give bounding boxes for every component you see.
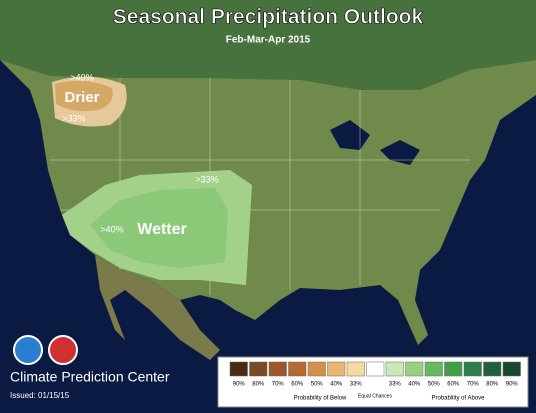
legend-swatch: [424, 361, 443, 377]
canada: [0, 0, 536, 90]
mexico: [95, 255, 220, 360]
legend-swatch: [288, 361, 307, 377]
legend-swatch: [483, 361, 502, 377]
wetter-inner-label: >40%: [100, 224, 123, 234]
legend-swatch: [268, 361, 287, 377]
agency: Climate Prediction Center: [10, 369, 170, 385]
legend-label: 90%: [506, 382, 519, 388]
legend-swatch: [405, 361, 424, 377]
subtitle: Feb-Mar-Apr 2015: [226, 35, 311, 46]
legend-label: 80%: [486, 382, 499, 388]
legend-swatch: [229, 361, 248, 377]
legend-label: 40%: [408, 382, 421, 388]
great-lakes: [330, 120, 420, 165]
legend-swatch: [463, 361, 482, 377]
equal-label: Equal Chances: [358, 393, 392, 399]
legend-swatch: [444, 361, 463, 377]
legend-label: 50%: [428, 382, 441, 388]
legend-swatch: [366, 361, 385, 377]
legend-label: 70%: [272, 382, 285, 388]
legend-label: 33%: [350, 382, 363, 388]
above-label: Probability of Above: [431, 396, 485, 402]
nws-logo: [48, 335, 78, 365]
legend-label: 60%: [447, 382, 460, 388]
legend-swatch: [327, 361, 346, 377]
legend-swatch: [385, 361, 404, 377]
legend-label: 33%: [389, 382, 402, 388]
drier-label: Drier: [64, 89, 99, 106]
wetter-label: Wetter: [137, 221, 187, 238]
legend-label: 40%: [330, 382, 343, 388]
title: Seasonal Precipitation Outlook: [113, 6, 424, 29]
legend-label: 60%: [291, 382, 304, 388]
legend-swatch: [249, 361, 268, 377]
legend-label: 50%: [311, 382, 324, 388]
drier-inner-label: >40%: [70, 72, 93, 82]
below-label: Probability of Below: [294, 396, 347, 402]
noaa-logo: [13, 335, 43, 365]
wetter-outer-label: >33%: [195, 174, 218, 184]
wetter-inner: [90, 188, 228, 268]
legend-swatch: [346, 361, 365, 377]
legend-label: 70%: [467, 382, 480, 388]
legend-label: 80%: [252, 382, 265, 388]
legend-swatch: [502, 361, 521, 377]
drier-inner: [55, 80, 113, 112]
issued: Issued: 01/15/15: [10, 391, 70, 400]
drier-outer-label: >33%: [62, 113, 85, 123]
legend-label: 90%: [233, 382, 246, 388]
legend-swatch: [307, 361, 326, 377]
